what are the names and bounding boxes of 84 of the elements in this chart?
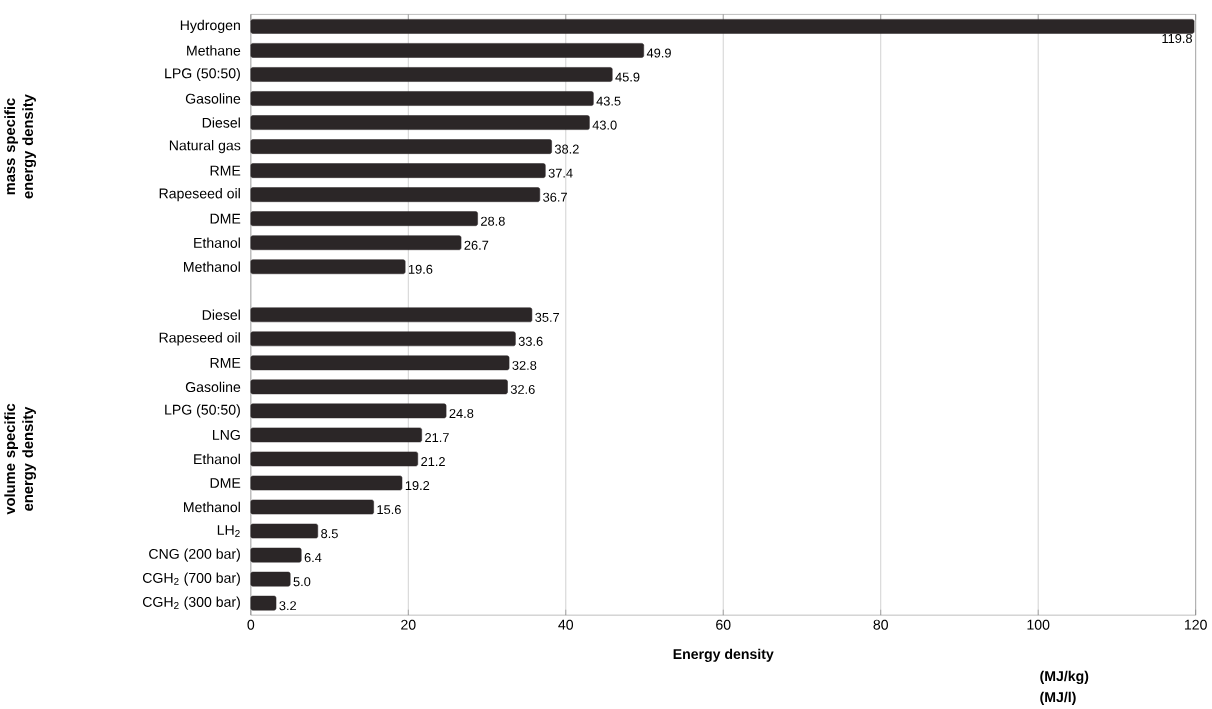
data-label: 24.8 [449, 408, 474, 418]
y-tick-label: Natural gas [169, 139, 241, 154]
data-label: 6.4 [304, 553, 322, 563]
y-tick-label: LNG [213, 429, 240, 440]
data-label: 38.2 [554, 144, 579, 154]
bar [250, 43, 644, 58]
bar [250, 355, 510, 371]
bar [250, 499, 374, 515]
data-label: 19.6 [408, 264, 433, 274]
bar [250, 67, 613, 82]
x-tick-label: 80 [873, 619, 888, 630]
y-tick-label: LPG (50:50) [165, 404, 240, 418]
text: (MJ/kg) [1040, 670, 1089, 684]
bar [250, 427, 422, 443]
data-label: 43.0 [592, 120, 617, 130]
x-tick-label: 0 [247, 619, 255, 630]
y-tick-label: CNG (200 bar) [149, 548, 240, 562]
y-tick-label: Diesel [202, 117, 240, 128]
data-label: 19.2 [405, 480, 430, 491]
x-tick-label: 20 [401, 619, 416, 630]
bar [250, 259, 406, 274]
bar [250, 571, 291, 587]
y-tick-label: DME [210, 478, 241, 488]
y-tick-label: Gasoline [185, 93, 241, 104]
bar [250, 187, 541, 202]
bar [250, 211, 478, 226]
bar [250, 163, 546, 178]
y-tick-label: Gasoline [185, 381, 241, 392]
text: volume specific energy density [4, 403, 37, 515]
x-axis-title: Energy density [673, 648, 774, 662]
y-tick-label: Methane [187, 45, 241, 56]
y-tick-label: Rapeseed oil [159, 188, 240, 202]
data-label: 3.2 [279, 601, 297, 611]
data-label: 32.6 [510, 384, 535, 394]
y-tick-label: Diesel [202, 309, 240, 320]
y-tick-label: DME [210, 213, 241, 224]
data-label: 43.5 [596, 96, 621, 106]
y-tick-label: LPG (50:50) [165, 67, 240, 81]
bar [250, 451, 419, 467]
data-label: 21.2 [421, 456, 445, 466]
data-label: 49.9 [646, 48, 671, 58]
data-label: 15.6 [377, 504, 401, 515]
x-tick-label: 60 [716, 619, 731, 630]
bar [250, 139, 552, 154]
data-label: 119.8 [1162, 33, 1192, 43]
bar [250, 115, 590, 130]
data-label: 36.7 [543, 192, 567, 202]
y-tick-label: CGH$_{2}$ (700 bar) [142, 572, 240, 586]
y-tick-label: LH$_{2}$ [217, 525, 240, 537]
data-label: 37.4 [548, 168, 573, 178]
data-label: 8.5 [321, 529, 338, 539]
x-tick-label: 40 [558, 619, 574, 630]
bar [250, 475, 403, 491]
bar [250, 379, 508, 395]
y-tick-label: Methanol [184, 261, 240, 272]
data-label: 33.6 [518, 336, 543, 346]
y-tick-label: RME [210, 357, 241, 368]
text: mass specific energy density [4, 94, 37, 199]
data-label: 35.7 [535, 312, 560, 322]
data-label: 21.7 [425, 432, 449, 442]
y-tick-label: Hydrogen [180, 19, 240, 33]
y-tick-label: RME [210, 165, 241, 176]
bar [250, 403, 447, 419]
data-label: 5.0 [293, 577, 311, 587]
text: (MJ/l) [1040, 691, 1076, 705]
y-tick-label: Rapeseed oil [159, 332, 240, 346]
bar [250, 523, 319, 539]
y-tick-label: CGH$_{2}$ (300 bar) [142, 596, 240, 610]
y-tick-label: Methanol [184, 501, 240, 513]
x-tick-label: 100 [1027, 619, 1050, 630]
data-label: 45.9 [615, 72, 640, 82]
x-tick-label: 120 [1184, 619, 1207, 630]
y-tick-label: Ethanol [194, 237, 240, 248]
bar [250, 547, 302, 563]
bar [250, 595, 277, 611]
bar [250, 331, 516, 347]
bar [250, 19, 1195, 34]
data-label: 32.8 [512, 360, 537, 370]
y-tick-label: Ethanol [194, 453, 240, 465]
data-label: 28.8 [481, 216, 505, 226]
data-label: 26.7 [464, 240, 489, 250]
bar [250, 91, 594, 106]
bar [250, 307, 533, 323]
bar [250, 235, 462, 250]
